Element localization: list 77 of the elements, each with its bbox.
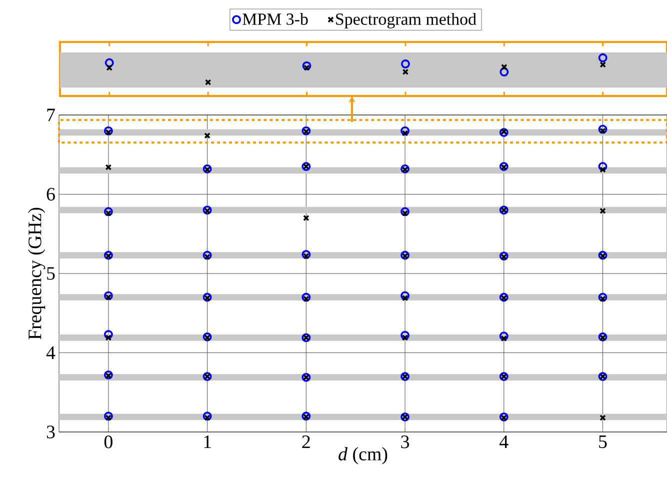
point (105, 372, 112, 379)
point (105, 210, 112, 216)
point (600, 414, 606, 421)
x-tick-label: 2 (302, 436, 310, 448)
point (500, 335, 508, 342)
point (400, 330, 410, 340)
point (598, 162, 608, 171)
point (598, 53, 608, 62)
y-tick-label: 7 (47, 108, 55, 122)
x-tick-label: 4 (500, 436, 508, 448)
point (402, 210, 408, 216)
point (598, 292, 608, 302)
point (500, 414, 508, 421)
point (105, 294, 112, 300)
x-tick-label: 3 (401, 436, 410, 448)
point (302, 61, 312, 70)
point (204, 334, 210, 341)
point (104, 370, 113, 380)
point (202, 412, 212, 421)
point (600, 166, 606, 173)
point (204, 414, 210, 421)
point (600, 296, 606, 302)
point (204, 132, 210, 139)
point (402, 166, 408, 173)
point (104, 291, 113, 300)
point (104, 412, 113, 421)
point (202, 332, 212, 342)
point (202, 164, 212, 174)
point (304, 64, 310, 71)
x-tick-label: 1 (204, 436, 211, 448)
point (600, 208, 606, 214)
point (302, 292, 311, 302)
point (499, 332, 508, 341)
point (104, 58, 114, 68)
point (402, 294, 408, 302)
point (104, 207, 113, 216)
point (302, 250, 311, 259)
x-tick-label: 0 (104, 436, 112, 448)
point (105, 129, 112, 136)
point (600, 128, 606, 134)
point (104, 330, 113, 339)
point (106, 64, 113, 71)
point (105, 334, 112, 341)
point (105, 164, 112, 170)
point (400, 291, 410, 300)
point (204, 166, 210, 173)
point (600, 62, 606, 68)
y-tick-label: 6 (46, 188, 55, 201)
point (500, 67, 509, 76)
y-tick-label: 5 (47, 267, 55, 280)
point (202, 250, 212, 260)
y-tick-label: 3 (46, 426, 55, 438)
point (400, 126, 410, 136)
point (600, 334, 606, 341)
point (400, 59, 410, 68)
point (598, 332, 608, 342)
point (400, 207, 410, 216)
point (402, 334, 408, 341)
point (402, 68, 409, 76)
point (501, 64, 508, 70)
point (105, 414, 112, 421)
point (303, 252, 310, 260)
point (204, 79, 212, 86)
point (598, 124, 608, 134)
y-axis-title: Frequency (GHz) (28, 208, 46, 340)
x-tick-label: 5 (599, 436, 607, 448)
point (400, 164, 410, 174)
point (499, 412, 508, 422)
point (104, 126, 113, 136)
point (402, 130, 408, 136)
point (303, 214, 310, 222)
legend-label: MPM 3-b (242, 12, 308, 25)
y-tick-label: 4 (46, 346, 56, 359)
legend-label: Spectrogram method (336, 12, 476, 28)
x-axis-title: d (cm) (338, 447, 388, 464)
point (303, 296, 310, 302)
point (204, 254, 210, 260)
